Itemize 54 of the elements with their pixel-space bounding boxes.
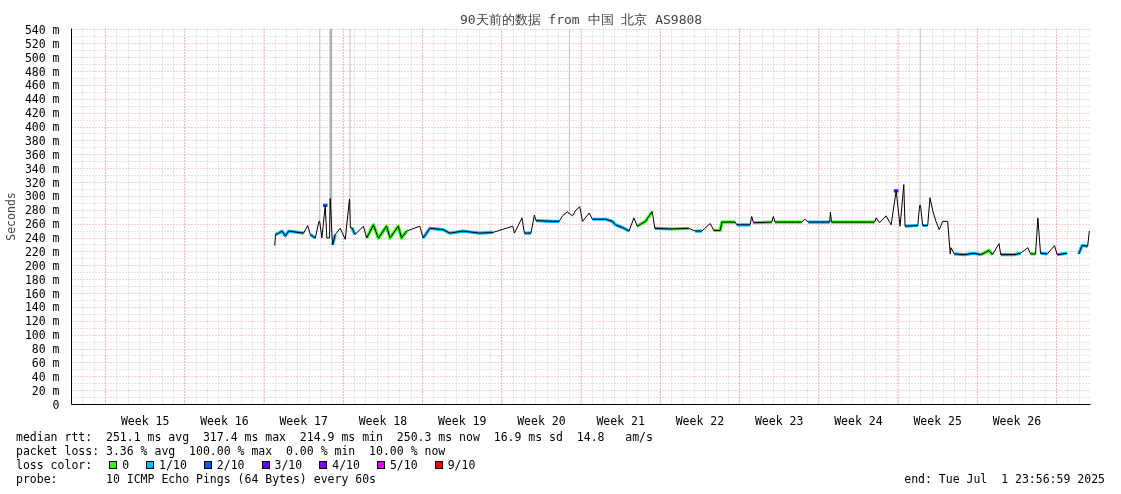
legend-label: 2/10 [216, 458, 245, 472]
x-tick-label: Week 23 [754, 413, 804, 428]
y-tick-label: 420 m [24, 106, 60, 121]
y-tick-label: 260 m [24, 217, 60, 232]
y-tick-label: 60 m [31, 355, 60, 370]
text: probe: 10 ICMP Echo Pings (64 Bytes) every 60s [16, 472, 377, 486]
y-tick-label: 240 m [24, 231, 60, 246]
text: packet loss: 3.36 % avg 100.00 % max 0.00 % min 10.00 % now [16, 444, 447, 458]
y-tick-label: 520 m [24, 36, 60, 51]
x-tick-label: Week 21 [596, 413, 645, 428]
x-tick-label: Week 25 [913, 413, 962, 428]
y-tick-label: 180 m [24, 272, 60, 287]
y-tick-label: 540 m [24, 22, 60, 37]
x-tick-label: Week 24 [834, 413, 883, 428]
y-tick-label: 120 m [24, 314, 60, 329]
legend-label: 4/10 [332, 458, 360, 472]
x-tick-label: Week 20 [517, 413, 566, 428]
text: end: Tue Jul 1 23:56:59 2025 [904, 472, 1105, 486]
legend-label: 9/10 [447, 458, 476, 472]
legend-label: 0 [122, 458, 130, 472]
y-tick-label: 360 m [24, 147, 60, 162]
y-tick-label: 0 [52, 397, 60, 412]
y-tick-label: 280 m [24, 203, 60, 218]
x-tick-label: Week 26 [992, 413, 1042, 428]
legend-label: 3/10 [274, 458, 303, 472]
y-tick-label: 140 m [24, 300, 60, 315]
y-tick-label: 100 m [24, 328, 60, 343]
text: median rtt: 251.1 ms avg 317.4 ms max 214.9 ms min 250.3 ms now 16.9 ms sd 14.8 am/s [16, 430, 654, 444]
x-tick-label: Week 17 [279, 413, 328, 428]
y-tick-label: 160 m [24, 286, 60, 301]
legend-title: loss color: [16, 458, 93, 472]
y-tick-label: 300 m [24, 189, 60, 204]
y-tick-label: 320 m [24, 175, 60, 190]
x-tick-label: Week 19 [437, 413, 487, 428]
x-tick-label: Week 18 [358, 413, 408, 428]
y-tick-label: 80 m [31, 342, 60, 356]
x-tick-label: Week 15 [120, 413, 170, 428]
legend-label: 1/10 [159, 458, 187, 472]
x-tick-label: Week 22 [675, 413, 725, 428]
x-tick-label: Week 16 [200, 413, 249, 428]
y-tick-label: 340 m [24, 161, 60, 176]
y-tick-label: 460 m [24, 78, 60, 93]
y-tick-label: 500 m [24, 50, 60, 65]
y-axis-title: Seconds [3, 192, 18, 241]
y-tick-label: 20 m [31, 383, 60, 398]
y-tick-label: 200 m [24, 258, 60, 273]
legend-label: 5/10 [389, 458, 418, 472]
y-tick-label: 400 m [24, 120, 60, 135]
chart-title: 90天前的数据 from 中国 北京 AS9808 [459, 11, 703, 27]
y-tick-label: 380 m [24, 133, 60, 148]
y-tick-label: 480 m [24, 64, 60, 79]
y-tick-label: 40 m [31, 369, 60, 384]
y-tick-label: 220 m [24, 244, 60, 259]
y-tick-label: 440 m [24, 92, 60, 107]
